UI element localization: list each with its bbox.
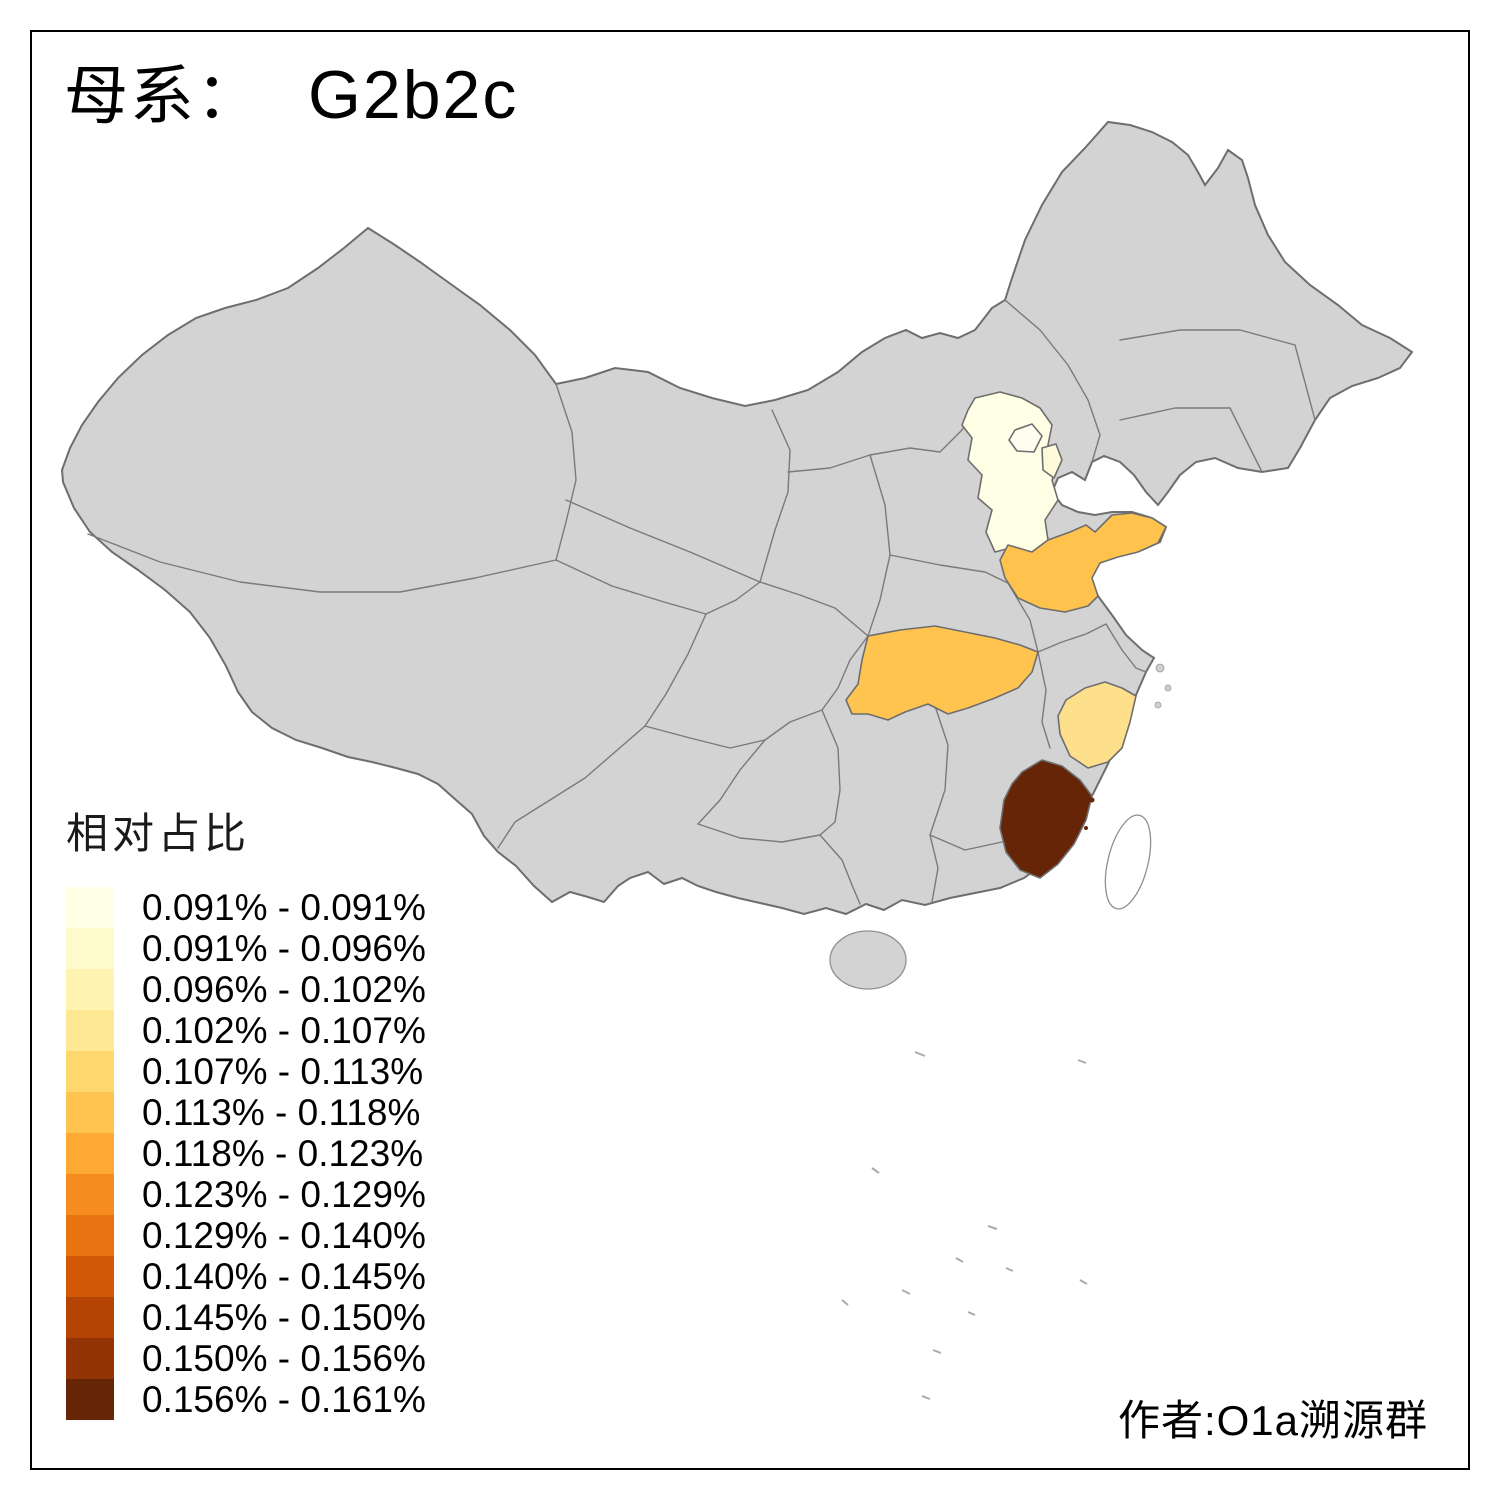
legend-row: 0.123% - 0.129% bbox=[66, 1174, 426, 1215]
legend-title: 相对占比 bbox=[66, 810, 251, 857]
legend-label: 0.107% - 0.113% bbox=[142, 1050, 424, 1092]
legend-swatch bbox=[66, 1338, 114, 1379]
title-haplogroup: G2b2c bbox=[308, 57, 519, 133]
region-shandong bbox=[999, 512, 1167, 613]
legend-swatch bbox=[66, 1051, 114, 1092]
taiwan-island bbox=[1104, 814, 1152, 910]
legend-label: 0.091% - 0.091% bbox=[142, 886, 426, 928]
legend-label: 0.113% - 0.118% bbox=[142, 1091, 421, 1133]
legend-label: 0.156% - 0.161% bbox=[142, 1378, 426, 1420]
legend-label: 0.145% - 0.150% bbox=[142, 1296, 426, 1338]
legend-swatch bbox=[66, 1297, 114, 1338]
legend-swatch bbox=[66, 1092, 114, 1133]
region-zhejiang bbox=[1057, 681, 1137, 769]
legend-label: 0.096% - 0.102% bbox=[142, 968, 426, 1010]
coastal-islets bbox=[1084, 663, 1172, 830]
legend-swatch bbox=[66, 1174, 114, 1215]
region-tianjin bbox=[1041, 443, 1063, 479]
legend-label: 0.091% - 0.096% bbox=[142, 927, 426, 969]
legend: 相对占比 0.091% - 0.091% 0.091% - 0.096% 0.0… bbox=[66, 800, 426, 1420]
legend-row: 0.096% - 0.102% bbox=[66, 969, 426, 1010]
legend-row: 0.145% - 0.150% bbox=[66, 1297, 426, 1338]
legend-label: 0.102% - 0.107% bbox=[142, 1009, 426, 1051]
legend-label: 0.140% - 0.145% bbox=[142, 1255, 426, 1297]
hainan-island bbox=[829, 930, 907, 990]
region-fujian bbox=[999, 759, 1093, 879]
south-sea-islets bbox=[841, 1051, 1088, 1400]
legend-row: 0.091% - 0.091% bbox=[66, 887, 426, 928]
legend-row: 0.107% - 0.113% bbox=[66, 1051, 426, 1092]
legend-rows: 0.091% - 0.091% 0.091% - 0.096% 0.096% -… bbox=[66, 887, 426, 1420]
legend-label: 0.118% - 0.123% bbox=[142, 1132, 424, 1174]
legend-row: 0.102% - 0.107% bbox=[66, 1010, 426, 1051]
legend-swatch bbox=[66, 928, 114, 969]
author-caption: 作者:O1a溯源群 bbox=[1117, 1397, 1428, 1444]
legend-row: 0.140% - 0.145% bbox=[66, 1256, 426, 1297]
legend-swatch bbox=[66, 1256, 114, 1297]
legend-label: 0.150% - 0.156% bbox=[142, 1337, 426, 1379]
legend-row: 0.113% - 0.118% bbox=[66, 1092, 426, 1133]
legend-row: 0.129% - 0.140% bbox=[66, 1215, 426, 1256]
legend-swatch bbox=[66, 1379, 114, 1420]
page-title: 母系： G2b2c bbox=[64, 58, 518, 133]
region-beijing bbox=[1008, 423, 1043, 453]
province-boundaries bbox=[87, 299, 1316, 905]
title-prefix: 母系： bbox=[64, 60, 262, 132]
legend-swatch bbox=[66, 1215, 114, 1256]
legend-row: 0.091% - 0.096% bbox=[66, 928, 426, 969]
legend-row: 0.150% - 0.156% bbox=[66, 1338, 426, 1379]
legend-row: 0.156% - 0.161% bbox=[66, 1379, 426, 1420]
legend-swatch bbox=[66, 1133, 114, 1174]
legend-swatch bbox=[66, 1010, 114, 1051]
legend-label: 0.129% - 0.140% bbox=[142, 1214, 426, 1256]
legend-swatch bbox=[66, 887, 114, 928]
mainland-outline bbox=[60, 120, 1414, 916]
legend-label: 0.123% - 0.129% bbox=[142, 1173, 426, 1215]
region-hubei bbox=[845, 625, 1039, 721]
legend-row: 0.118% - 0.123% bbox=[66, 1133, 426, 1174]
legend-swatch bbox=[66, 969, 114, 1010]
